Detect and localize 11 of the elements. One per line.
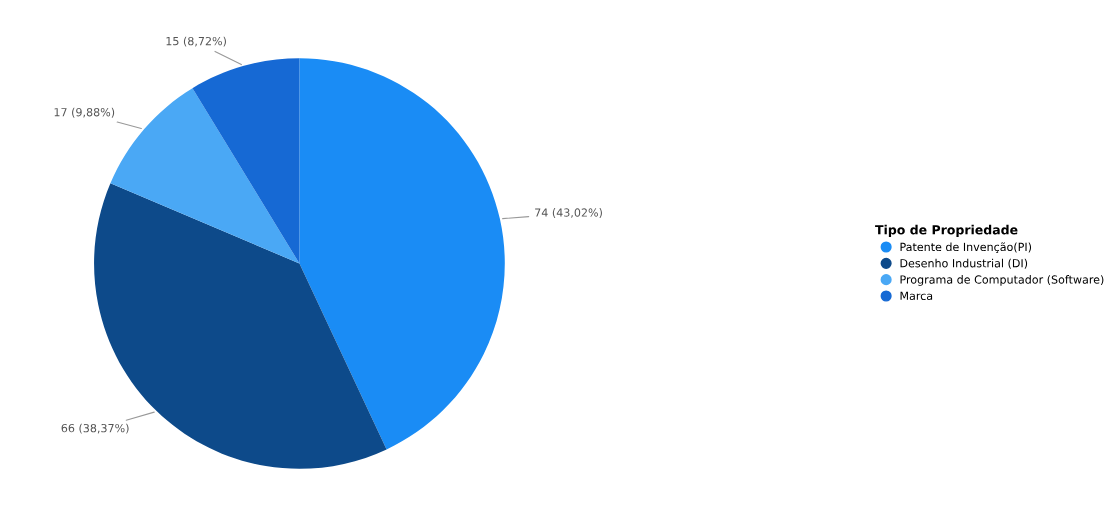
data-label: 15 (8,72%)	[166, 36, 226, 47]
legend-label: Programa de Computador (Software)	[900, 275, 1104, 286]
pie-slice	[299, 58, 505, 450]
data-label: 17 (9,88%)	[54, 107, 115, 118]
legend-label: Patente de Invenção(PI)	[900, 242, 1032, 254]
pie-slice	[192, 58, 300, 264]
legend-label: Desenho Industrial (DI)	[900, 258, 1028, 269]
legend-label: Marca	[900, 291, 933, 301]
data-label: 66 (38,37%)	[61, 423, 129, 434]
legend-title: Tipo de Propriedade	[875, 224, 1018, 237]
data-label: 74 (43,02%)	[535, 208, 602, 219]
